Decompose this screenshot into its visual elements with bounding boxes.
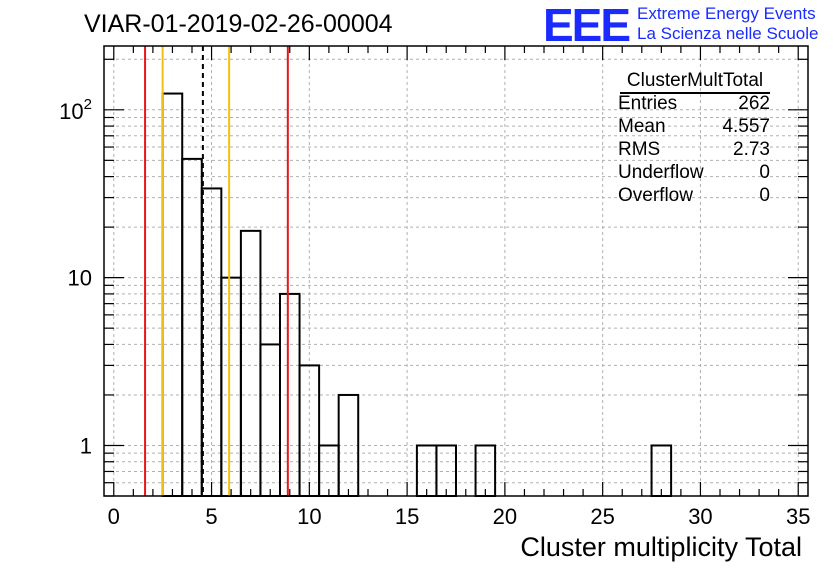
stats-value: 0 <box>759 162 770 183</box>
x-axis-title: Cluster multiplicity Total <box>520 532 802 562</box>
x-tick-label: 20 <box>493 504 517 529</box>
x-tick-label: 5 <box>205 504 217 529</box>
stats-row-underflow: Underflow 0 <box>618 161 770 184</box>
y-tick-label: 102 <box>59 96 92 124</box>
chart-title: VIAR-01-2019-02-26-00004 <box>84 10 393 38</box>
histogram-bin <box>220 276 242 497</box>
x-tick-label: 35 <box>786 504 810 529</box>
stats-row-overflow: Overflow 0 <box>618 184 770 207</box>
stats-value: 0 <box>759 185 770 206</box>
stats-value: 262 <box>738 93 770 114</box>
y-tick-label: 1 <box>80 433 92 458</box>
marker-lines-layer <box>144 46 289 496</box>
logo-line-2: La Scienza nelle Scuole <box>637 24 819 43</box>
stats-box: ClusterMultTotal Entries 262 Mean 4.557 … <box>612 70 777 210</box>
stats-key: RMS <box>618 139 661 160</box>
stats-value: 4.557 <box>722 116 770 137</box>
stats-row-mean: Mean 4.557 <box>618 115 770 138</box>
stats-key: Overflow <box>618 185 693 206</box>
stats-title: ClusterMultTotal <box>620 70 770 94</box>
x-tick-label: 10 <box>297 504 321 529</box>
histogram-bin <box>337 393 360 498</box>
grid-layer <box>104 46 808 497</box>
eee-logo: EEE <box>543 0 631 51</box>
stats-key: Underflow <box>618 162 704 183</box>
stats-key: Mean <box>618 116 666 137</box>
stats-value: 2.73 <box>733 139 770 160</box>
x-tick-label: 0 <box>108 504 120 529</box>
frame-layer <box>103 45 809 497</box>
plot-frame <box>103 45 809 497</box>
x-tick-label: 30 <box>688 504 712 529</box>
histogram-bin <box>239 229 262 497</box>
histogram-bin <box>181 157 203 497</box>
logo-line-1: Extreme Energy Events <box>637 4 816 23</box>
x-tick-label: 25 <box>590 504 614 529</box>
stats-row-rms: RMS 2.73 <box>618 138 770 161</box>
histogram-bin <box>161 92 184 498</box>
x-tick-label: 15 <box>395 504 419 529</box>
y-tick-label: 10 <box>68 266 92 291</box>
histogram-bin <box>259 343 282 497</box>
stats-key: Entries <box>618 93 678 114</box>
stats-row-entries: Entries 262 <box>618 92 770 115</box>
histogram-layer <box>161 92 673 498</box>
histogram-bin <box>415 444 438 498</box>
ticks-layer <box>104 46 808 497</box>
tick-labels-layer: 0 5 10 15 20 25 30 35 1 10 102 <box>59 96 810 529</box>
